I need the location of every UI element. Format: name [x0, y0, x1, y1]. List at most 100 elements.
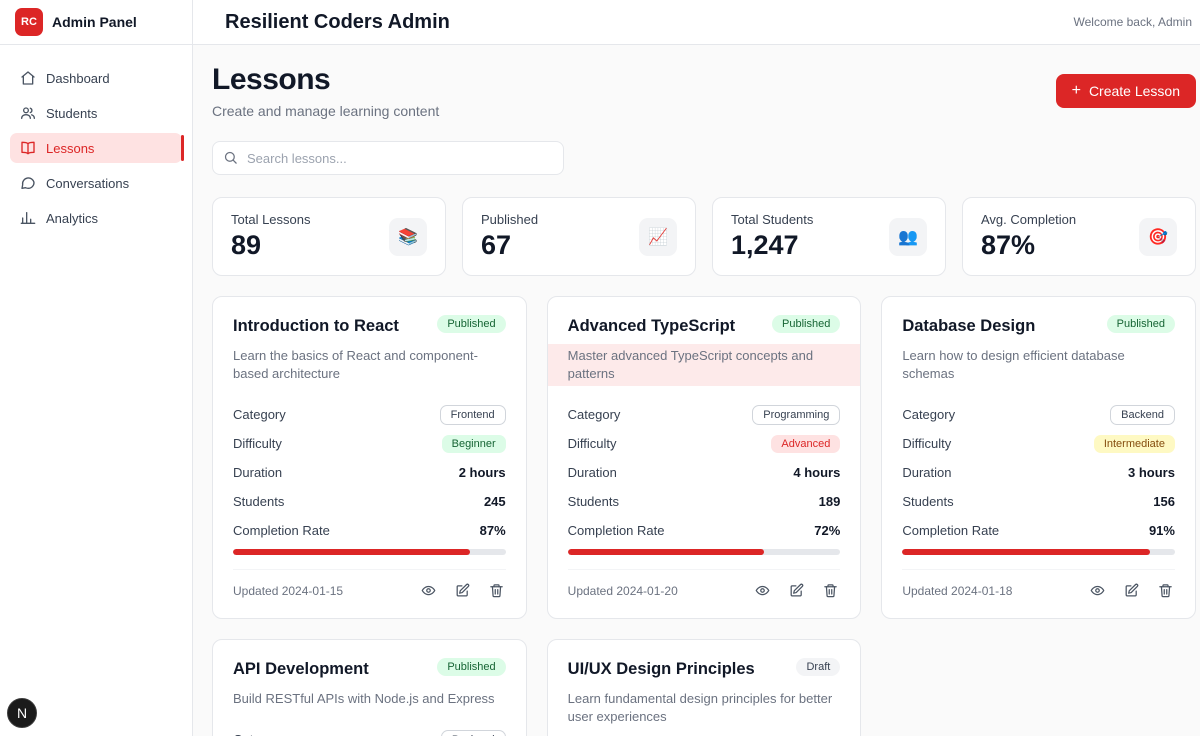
- duration-value: 2 hours: [458, 465, 506, 480]
- edit-pencil-icon: [456, 583, 469, 597]
- lesson-attributes: Category Backend: [233, 725, 506, 736]
- edit-pencil-icon: [790, 583, 804, 597]
- sidebar-nav: Dashboard Students Lessons Conversations…: [0, 45, 192, 251]
- lesson-description: Master advanced TypeScript concepts and …: [567, 348, 814, 381]
- view-button[interactable]: [1088, 581, 1107, 600]
- category-row: Category Programming: [568, 400, 841, 429]
- stats-row: Total Lessons 89 📚 Published 67 📈 Total …: [212, 197, 1196, 276]
- completion-progress-fill: [902, 549, 1151, 555]
- students-value: 245: [483, 494, 506, 509]
- trash-icon: [824, 584, 838, 598]
- sidebar-item-conversations[interactable]: Conversations: [10, 168, 182, 198]
- sidebar-item-label: Dashboard: [46, 70, 110, 86]
- completion-progress-bar: [902, 549, 1175, 555]
- students-row: Students 189: [568, 487, 841, 516]
- create-lesson-label: Create Lesson: [1088, 83, 1180, 99]
- search-bar: [212, 141, 564, 175]
- completion-value: 72%: [814, 523, 841, 538]
- duration-label: Duration: [902, 465, 952, 480]
- view-button[interactable]: [419, 581, 438, 600]
- duration-row: Duration 4 hours: [568, 458, 841, 487]
- lesson-description: Build RESTful APIs with Node.js and Expr…: [233, 691, 495, 706]
- category-label: Category: [567, 407, 621, 422]
- delete-button[interactable]: [821, 581, 840, 600]
- duration-value: 3 hours: [1128, 465, 1175, 480]
- status-badge: Draft: [796, 658, 841, 676]
- students-value: 189: [818, 494, 841, 509]
- lesson-card-header: UI/UX Design Principles Draft: [568, 658, 841, 679]
- sidebar-item-lessons[interactable]: Lessons: [10, 133, 184, 163]
- stat-card-published: Published 67 📈: [462, 197, 696, 276]
- lesson-title: API Development: [233, 660, 369, 678]
- top-header: Resilient Coders Admin Welcome back, Adm…: [193, 0, 1200, 45]
- bar-chart-icon: [20, 212, 36, 224]
- lesson-attributes: Category Programming Difficulty Advanced…: [568, 400, 841, 545]
- lesson-card: API Development Published Build RESTful …: [212, 639, 527, 736]
- students-value: 156: [1153, 494, 1175, 509]
- header-title: Resilient Coders Admin: [225, 10, 450, 33]
- completion-value: 91%: [1148, 523, 1175, 538]
- difficulty-row: Difficulty Advanced: [568, 429, 841, 458]
- edit-button[interactable]: [1122, 581, 1141, 600]
- status-badge: Published: [437, 315, 506, 333]
- lesson-description-wrap: Learn the basics of React and component-…: [213, 344, 526, 386]
- page-header: Lessons Create and manage learning conte…: [212, 63, 1196, 119]
- difficulty-row: Difficulty Beginner: [233, 429, 506, 458]
- stat-text: Total Students 1,247: [731, 212, 813, 261]
- dev-overlay-button[interactable]: N: [7, 698, 37, 728]
- category-row: Category Backend: [902, 400, 1175, 429]
- difficulty-badge: Intermediate: [1093, 434, 1175, 453]
- delete-button[interactable]: [1156, 581, 1175, 600]
- lesson-card: Introduction to React Published Learn th…: [212, 296, 527, 619]
- sidebar-item-label: Analytics: [46, 210, 99, 226]
- users-icon: [21, 107, 35, 119]
- lesson-attributes: Category Frontend Difficulty Beginner Du…: [233, 400, 506, 545]
- trash-icon: [1159, 584, 1172, 598]
- difficulty-badge: Beginner: [441, 434, 506, 453]
- edit-button[interactable]: [787, 581, 806, 600]
- updated-date: Updated 2024-01-20: [567, 583, 678, 598]
- lesson-card-header: Introduction to React Published: [233, 315, 506, 336]
- lessons-grid: Introduction to React Published Learn th…: [212, 296, 1196, 736]
- completion-progress-bar: [567, 549, 841, 555]
- status-badge: Published: [1106, 315, 1175, 333]
- stat-text: Total Lessons 89: [231, 212, 311, 261]
- stat-value: 87%: [981, 230, 1036, 260]
- sidebar-item-analytics[interactable]: Analytics: [10, 203, 182, 233]
- lesson-title: Introduction to React: [233, 317, 399, 335]
- create-lesson-button[interactable]: + Create Lesson: [1055, 74, 1196, 108]
- stat-card-total-lessons: Total Lessons 89 📚: [212, 197, 446, 276]
- lesson-actions: [753, 581, 840, 600]
- category-row: Category Frontend: [233, 400, 506, 429]
- lesson-description: Learn how to design efficient database s…: [902, 348, 1125, 381]
- status-badge: Published: [437, 658, 506, 676]
- students-row: Students 245: [233, 487, 506, 516]
- edit-button[interactable]: [453, 581, 472, 600]
- sidebar-item-students[interactable]: Students: [10, 98, 182, 128]
- stat-label: Published: [481, 212, 539, 227]
- view-button[interactable]: [753, 581, 772, 600]
- students-label: Students: [233, 494, 285, 509]
- duration-value: 4 hours: [793, 465, 841, 480]
- sidebar-item-dashboard[interactable]: Dashboard: [10, 63, 182, 93]
- books-icon: 📚: [389, 217, 427, 256]
- sidebar-item-label: Conversations: [46, 175, 130, 191]
- students-row: Students 156: [902, 487, 1175, 516]
- stat-value: 1,247: [731, 230, 799, 260]
- delete-button[interactable]: [487, 581, 506, 600]
- completion-label: Completion Rate: [233, 523, 330, 538]
- lesson-card-footer: Updated 2024-01-18: [902, 569, 1175, 600]
- lesson-card-header: Database Design Published: [902, 315, 1175, 336]
- lesson-attributes: Category Backend Difficulty Intermediate…: [902, 400, 1175, 545]
- lesson-description: Learn the basics of React and component-…: [233, 348, 478, 381]
- students-label: Students: [902, 494, 954, 509]
- completion-row: Completion Rate 72%: [568, 516, 841, 545]
- target-icon: 🎯: [1139, 217, 1177, 256]
- search-input[interactable]: [212, 141, 564, 175]
- main-content: Lessons Create and manage learning conte…: [193, 45, 1200, 736]
- category-row: Category Backend: [233, 725, 506, 736]
- stat-label: Total Students: [731, 212, 814, 227]
- stat-label: Total Lessons: [231, 212, 311, 227]
- page-subtitle: Create and manage learning content: [212, 103, 440, 119]
- eye-icon: [1090, 585, 1105, 596]
